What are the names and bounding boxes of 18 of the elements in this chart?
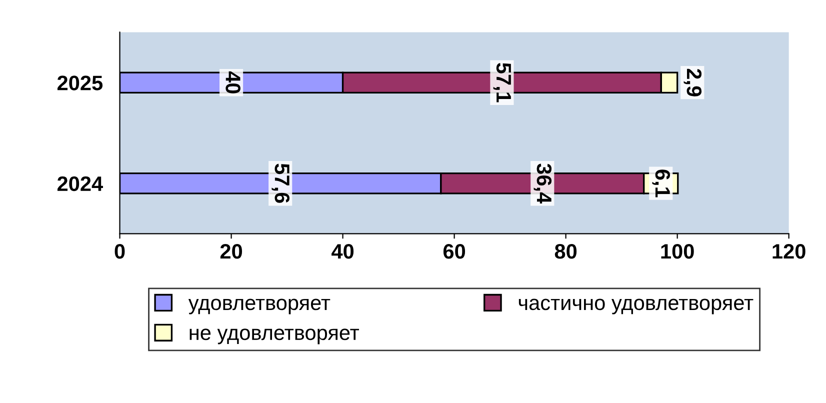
x-tick-label: 0: [114, 244, 125, 259]
legend-label: частично удовлетворяет: [518, 298, 754, 314]
data-label: 40: [226, 71, 240, 94]
x-tick-label: 20: [220, 244, 242, 259]
legend-label: не удовлетворяет: [190, 328, 360, 344]
data-label: 6,1: [652, 170, 670, 198]
y-tick-label: 2025: [57, 76, 103, 90]
x-tick-label: 80: [554, 244, 577, 259]
x-tick-label: 120: [772, 244, 806, 259]
data-label: 57,6: [272, 164, 290, 203]
data-label: 2,9: [684, 68, 702, 96]
data-label: 36,4: [534, 164, 552, 204]
x-tick-label: 60: [443, 244, 466, 259]
x-tick-label: 100: [661, 244, 694, 259]
x-tick-label: 40: [332, 244, 354, 259]
data-label: 57,1: [493, 62, 511, 102]
y-tick-label: 2024: [57, 176, 103, 192]
legend-label: удовлетворяет: [188, 298, 330, 314]
